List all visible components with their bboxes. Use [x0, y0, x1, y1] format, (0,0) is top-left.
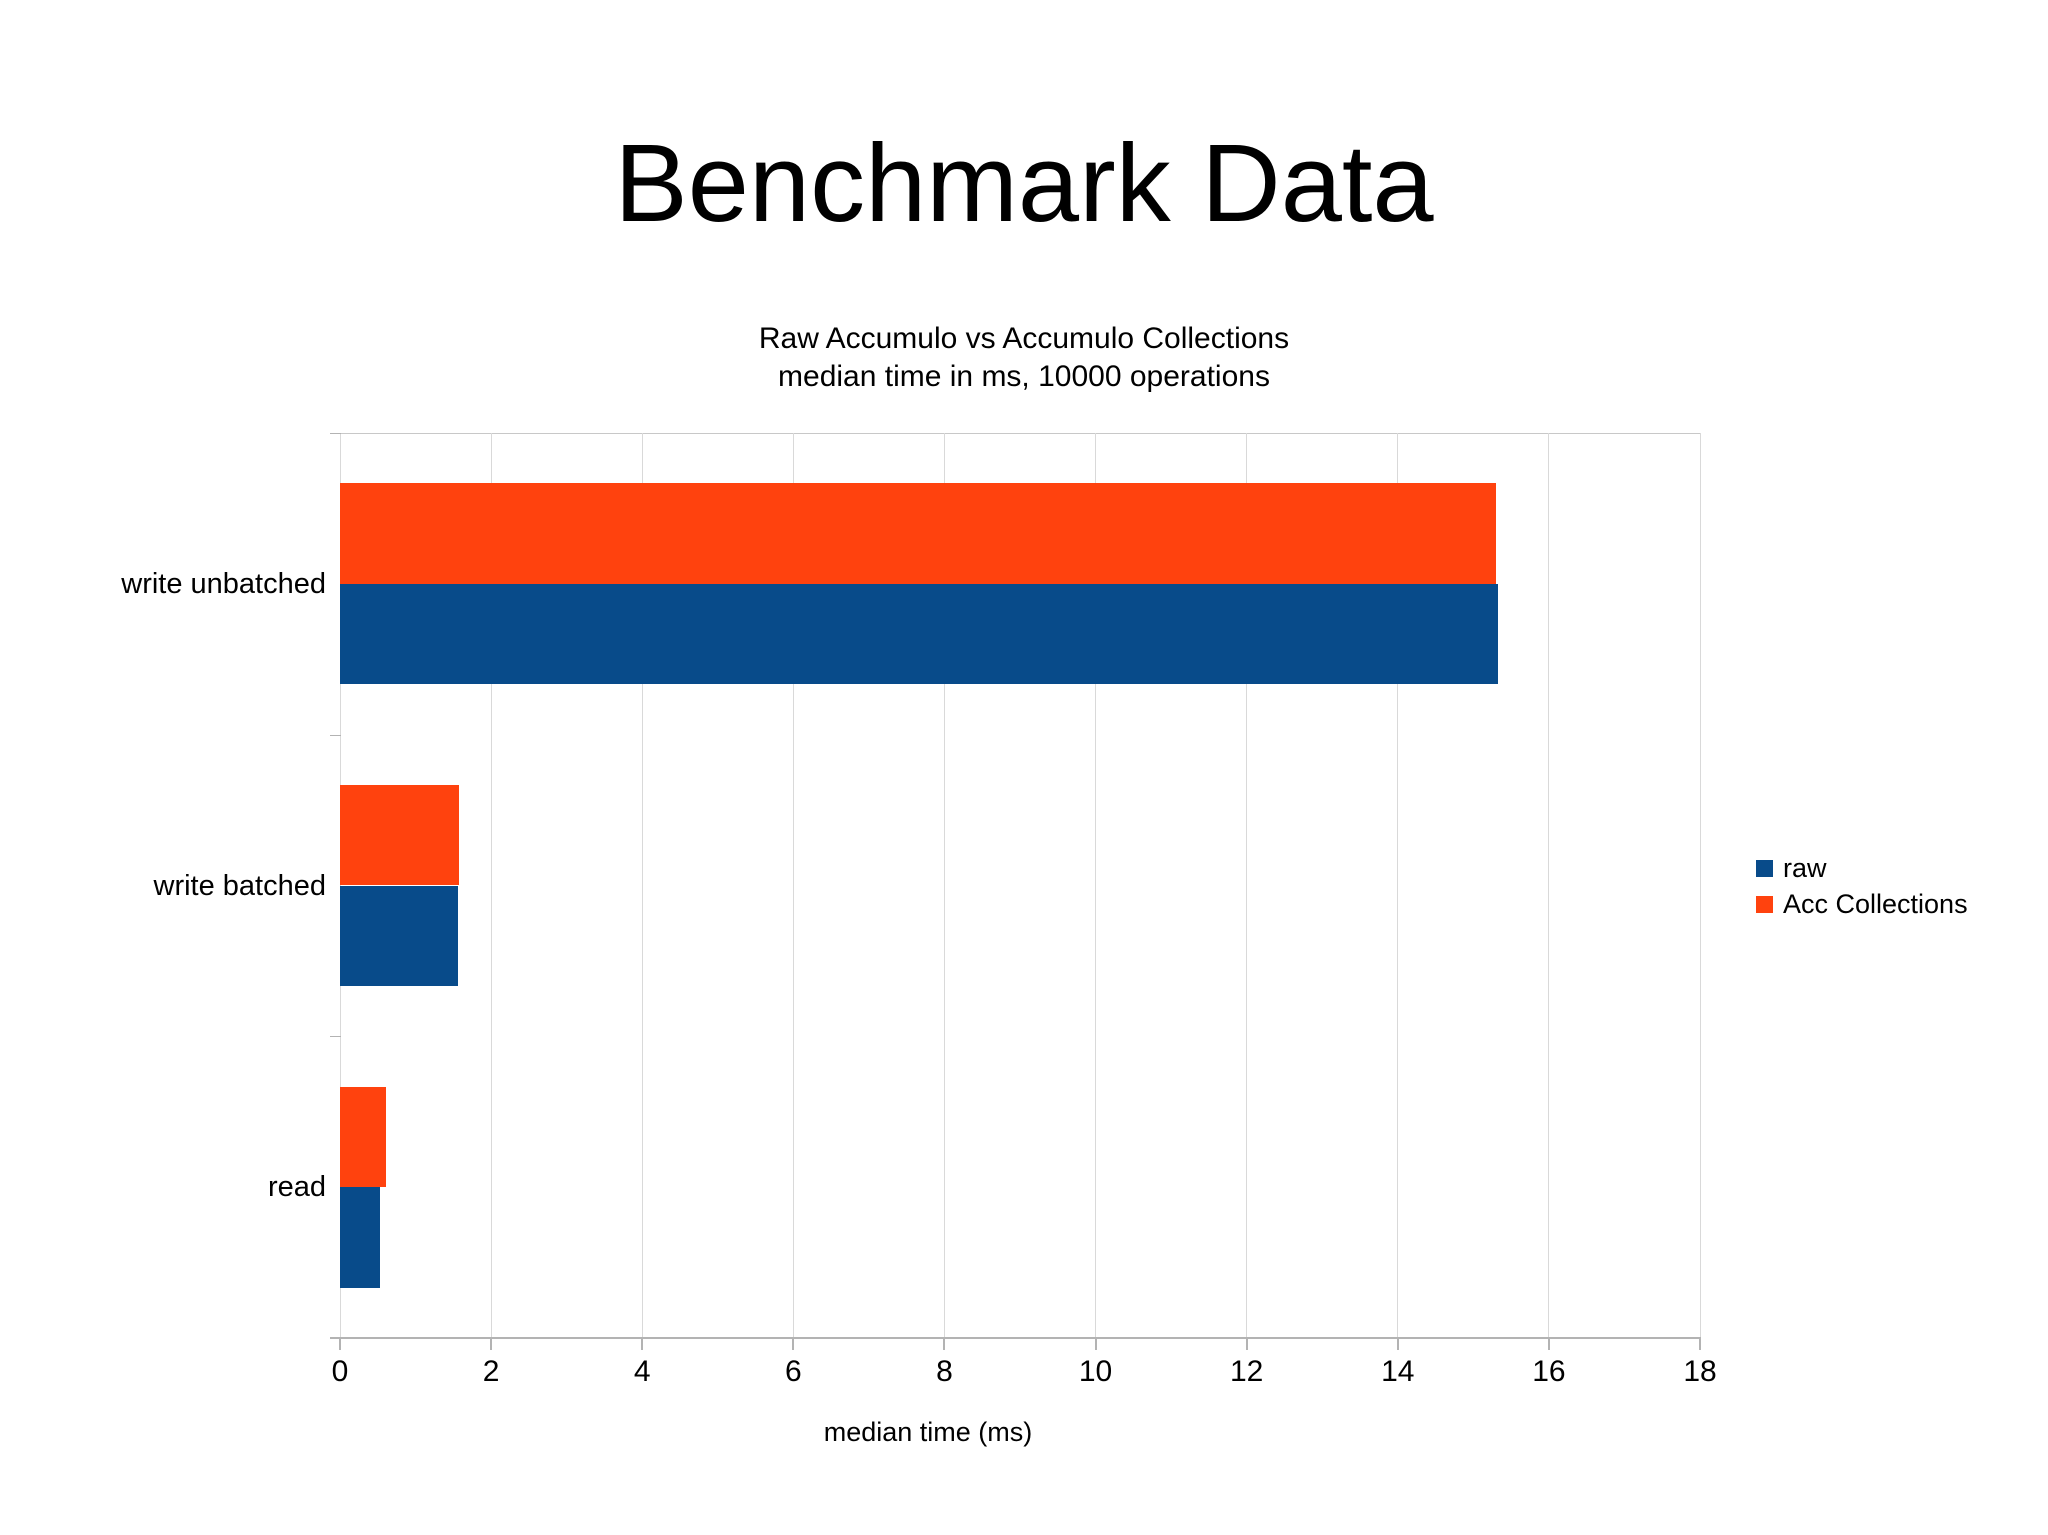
x-tick-label-10: 10	[1078, 1355, 1113, 1388]
gridline-x-18	[1699, 433, 1701, 1338]
x-tick-label-8: 8	[936, 1355, 953, 1388]
category-axis-tick	[330, 1036, 341, 1038]
legend-item-acc-collections: Acc Collections	[1756, 886, 1968, 922]
gridline-x-4	[641, 433, 643, 1338]
category-label-read: read	[267, 1171, 326, 1204]
gridline-x-6	[792, 433, 794, 1338]
x-axis-title: median time (ms)	[823, 1417, 1033, 1447]
x-axis-tick-18	[1699, 1339, 1701, 1350]
chart-subtitle-line-2: median time in ms, 10000 operations	[778, 360, 1270, 393]
category-label-write-batched: write batched	[153, 869, 327, 902]
plot-area	[330, 433, 1701, 1338]
x-tick-label-18: 18	[1683, 1355, 1717, 1388]
chart-subtitle: Raw Accumulo vs Accumulo Collections med…	[0, 320, 2048, 396]
bar-acc-collections-write-unbatched	[340, 483, 1496, 584]
gridline-x-8	[943, 433, 945, 1338]
x-axis-tick-6	[792, 1339, 795, 1350]
gridline-x-2	[490, 433, 492, 1338]
legend: raw Acc Collections	[1756, 850, 1968, 922]
x-tick-label-0: 0	[331, 1355, 349, 1388]
x-axis-line	[330, 1337, 1701, 1339]
category-axis-tick	[330, 734, 341, 736]
x-tick-label-12: 12	[1229, 1355, 1264, 1388]
gridline-x-16	[1548, 433, 1550, 1338]
x-axis-tick-12	[1245, 1339, 1248, 1350]
x-axis-tick-0	[339, 1339, 341, 1350]
x-axis-tick-10	[1094, 1339, 1097, 1350]
x-tick-label-2: 2	[482, 1355, 500, 1388]
x-tick-label-6: 6	[784, 1355, 802, 1388]
x-axis-tick-16	[1547, 1339, 1550, 1350]
gridline-x-12	[1246, 433, 1248, 1338]
legend-marker-raw-icon	[1756, 859, 1773, 877]
category-label-write-unbatched: write unbatched	[121, 567, 326, 600]
bar-acc-collections-read	[340, 1086, 387, 1188]
bar-raw-write-unbatched	[340, 583, 1498, 685]
x-tick-label-4: 4	[633, 1355, 651, 1388]
legend-marker-acc-collections-icon	[1756, 895, 1773, 913]
bar-acc-collections-write-batched	[340, 784, 460, 886]
x-axis-tick-8	[943, 1339, 946, 1350]
bar-raw-read	[340, 1187, 381, 1288]
x-axis-tick-4	[641, 1339, 644, 1350]
bar-raw-write-batched	[340, 885, 458, 987]
gridline-x-14	[1397, 433, 1399, 1338]
gridline-x-10	[1095, 433, 1097, 1338]
x-tick-label-16: 16	[1532, 1355, 1566, 1388]
category-axis-tick	[330, 433, 341, 434]
chart-subtitle-line-1: Raw Accumulo vs Accumulo Collections	[758, 322, 1290, 355]
chart-title: Benchmark Data	[614, 122, 1434, 245]
x-axis-tick-2	[490, 1339, 493, 1350]
legend-label-acc-collections: Acc Collections	[1783, 888, 1968, 919]
legend-label-raw: raw	[1783, 852, 1827, 883]
legend-item-raw: raw	[1756, 850, 1968, 886]
x-axis-tick-14	[1396, 1339, 1399, 1350]
plot-top-border	[330, 433, 1700, 434]
x-tick-label-14: 14	[1381, 1355, 1415, 1388]
